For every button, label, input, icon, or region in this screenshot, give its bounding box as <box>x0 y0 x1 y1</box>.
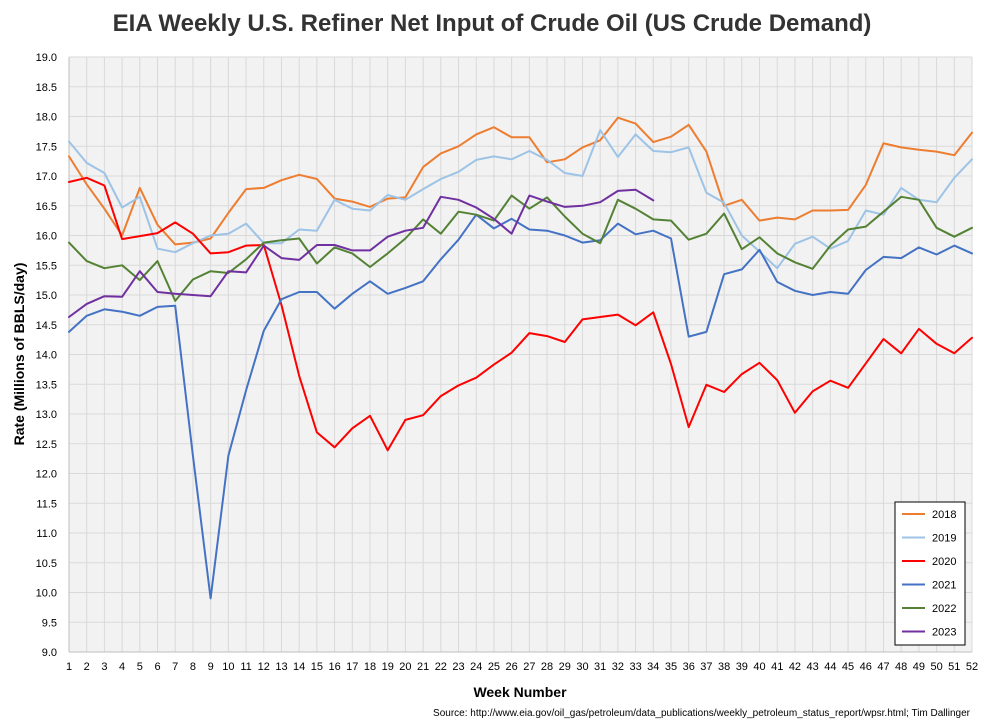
y-tick-label: 12.0 <box>36 469 57 481</box>
legend: 2018 2019 2020 2021 2022 2023 <box>894 501 966 646</box>
x-tick-label: 51 <box>948 661 960 673</box>
x-tick-label: 42 <box>789 661 801 673</box>
legend-label-2020: 2020 <box>932 556 956 568</box>
series-line-2019 <box>68 129 973 270</box>
legend-label-2018: 2018 <box>932 509 956 521</box>
x-tick-label: 11 <box>240 661 251 673</box>
x-tick-label: 22 <box>435 661 447 673</box>
x-tick-label: 44 <box>824 661 836 673</box>
x-tick-label: 52 <box>966 661 978 673</box>
x-tick-label: 16 <box>328 661 340 673</box>
y-tick-label: 10.5 <box>36 558 57 570</box>
x-tick-label: 17 <box>346 661 358 673</box>
y-tick-label: 14.0 <box>36 350 57 362</box>
x-tick-label: 14 <box>293 661 305 673</box>
x-tick-label: 43 <box>807 661 819 673</box>
y-tick-label: 18.0 <box>36 112 57 124</box>
x-tick-label: 20 <box>399 661 411 673</box>
x-tick-label: 4 <box>119 661 125 673</box>
y-tick-label: 16.5 <box>36 201 57 213</box>
x-tick-label: 2 <box>84 661 90 673</box>
y-tick-label: 10.0 <box>36 588 57 600</box>
x-tick-label: 49 <box>913 661 925 673</box>
series-line-2018 <box>68 116 973 246</box>
y-tick-label: 13.0 <box>36 409 57 421</box>
x-tick-label: 31 <box>594 661 606 673</box>
x-tick-label: 25 <box>488 661 500 673</box>
y-tick-label: 11.0 <box>36 528 57 540</box>
x-tick-labels: 1 2 3 4 5 6 7 8 9 10 11 12 13 14 15 16 17 18 19 20 21 22 23 24 2… <box>66 661 978 673</box>
x-tick-label: 37 <box>700 661 712 673</box>
x-tick-label: 21 <box>417 661 429 673</box>
x-tick-label: 35 <box>665 661 677 673</box>
x-tick-label: 7 <box>172 661 178 673</box>
y-axis-label: Rate (Millions of BBLS/day) <box>11 263 27 446</box>
series-line-2020 <box>68 176 973 452</box>
legend-label-2019: 2019 <box>932 533 956 545</box>
x-tick-label: 19 <box>382 661 394 673</box>
x-tick-label: 47 <box>877 661 889 673</box>
y-tick-label: 15.0 <box>36 290 57 302</box>
y-tick-label: 12.5 <box>36 439 57 451</box>
legend-label-2023: 2023 <box>932 627 956 639</box>
x-tick-label: 30 <box>576 661 588 673</box>
x-axis-label: Week Number <box>473 684 567 700</box>
x-tick-label: 36 <box>683 661 695 673</box>
x-tick-label: 3 <box>101 661 107 673</box>
x-tick-label: 34 <box>647 661 659 673</box>
x-tick-label: 23 <box>452 661 464 673</box>
x-tick-label: 27 <box>523 661 535 673</box>
y-tick-labels: 9.0 9.5 10.0 10.5 11.0 11.5 12.0 12.5 13.0 13.5 14… <box>36 52 57 659</box>
y-tick-label: 17.5 <box>36 141 57 153</box>
x-tick-label: 10 <box>222 661 234 673</box>
x-tick-label: 5 <box>137 661 143 673</box>
x-tick-label: 8 <box>190 661 196 673</box>
legend-box <box>894 501 966 646</box>
x-tick-label: 45 <box>842 661 854 673</box>
y-tick-label: 18.5 <box>36 82 57 94</box>
x-tick-label: 50 <box>930 661 942 673</box>
y-tick-label: 19.0 <box>36 52 57 64</box>
x-tick-label: 18 <box>364 661 376 673</box>
y-tick-label: 15.5 <box>36 260 57 272</box>
x-tick-label: 29 <box>559 661 571 673</box>
x-tick-label: 46 <box>860 661 872 673</box>
y-tick-label: 9.5 <box>42 617 57 629</box>
x-tick-label: 12 <box>258 661 270 673</box>
series-line-2023 <box>68 188 655 318</box>
x-tick-label: 26 <box>506 661 518 673</box>
x-tick-label: 24 <box>470 661 482 673</box>
x-tick-label: 38 <box>718 661 730 673</box>
x-tick-label: 28 <box>541 661 553 673</box>
source-note: Source: http://www.eia.gov/oil_gas/petro… <box>433 708 970 719</box>
grid-lines <box>68 56 973 653</box>
x-tick-label: 39 <box>736 661 748 673</box>
y-tick-label: 14.5 <box>36 320 57 332</box>
series-line-2022 <box>68 194 973 302</box>
legend-label-2022: 2022 <box>932 603 956 615</box>
x-tick-label: 40 <box>753 661 765 673</box>
series-line-2021 <box>68 213 973 600</box>
x-tick-label: 32 <box>612 661 624 673</box>
y-tick-label: 17.0 <box>36 171 57 183</box>
legend-label-2021: 2021 <box>932 580 956 592</box>
x-tick-label: 13 <box>275 661 287 673</box>
y-tick-label: 16.0 <box>36 231 57 243</box>
x-tick-label: 6 <box>154 661 160 673</box>
series-layer <box>68 116 973 600</box>
chart-title: EIA Weekly U.S. Refiner Net Input of Cru… <box>112 10 872 37</box>
y-tick-label: 9.0 <box>42 647 57 659</box>
y-tick-label: 13.5 <box>36 379 57 391</box>
x-tick-label: 41 <box>771 661 783 673</box>
x-tick-label: 1 <box>66 661 72 673</box>
x-tick-label: 15 <box>311 661 323 673</box>
x-tick-label: 9 <box>208 661 214 673</box>
x-tick-label: 33 <box>629 661 641 673</box>
x-tick-label: 48 <box>895 661 907 673</box>
y-tick-label: 11.5 <box>36 498 57 510</box>
